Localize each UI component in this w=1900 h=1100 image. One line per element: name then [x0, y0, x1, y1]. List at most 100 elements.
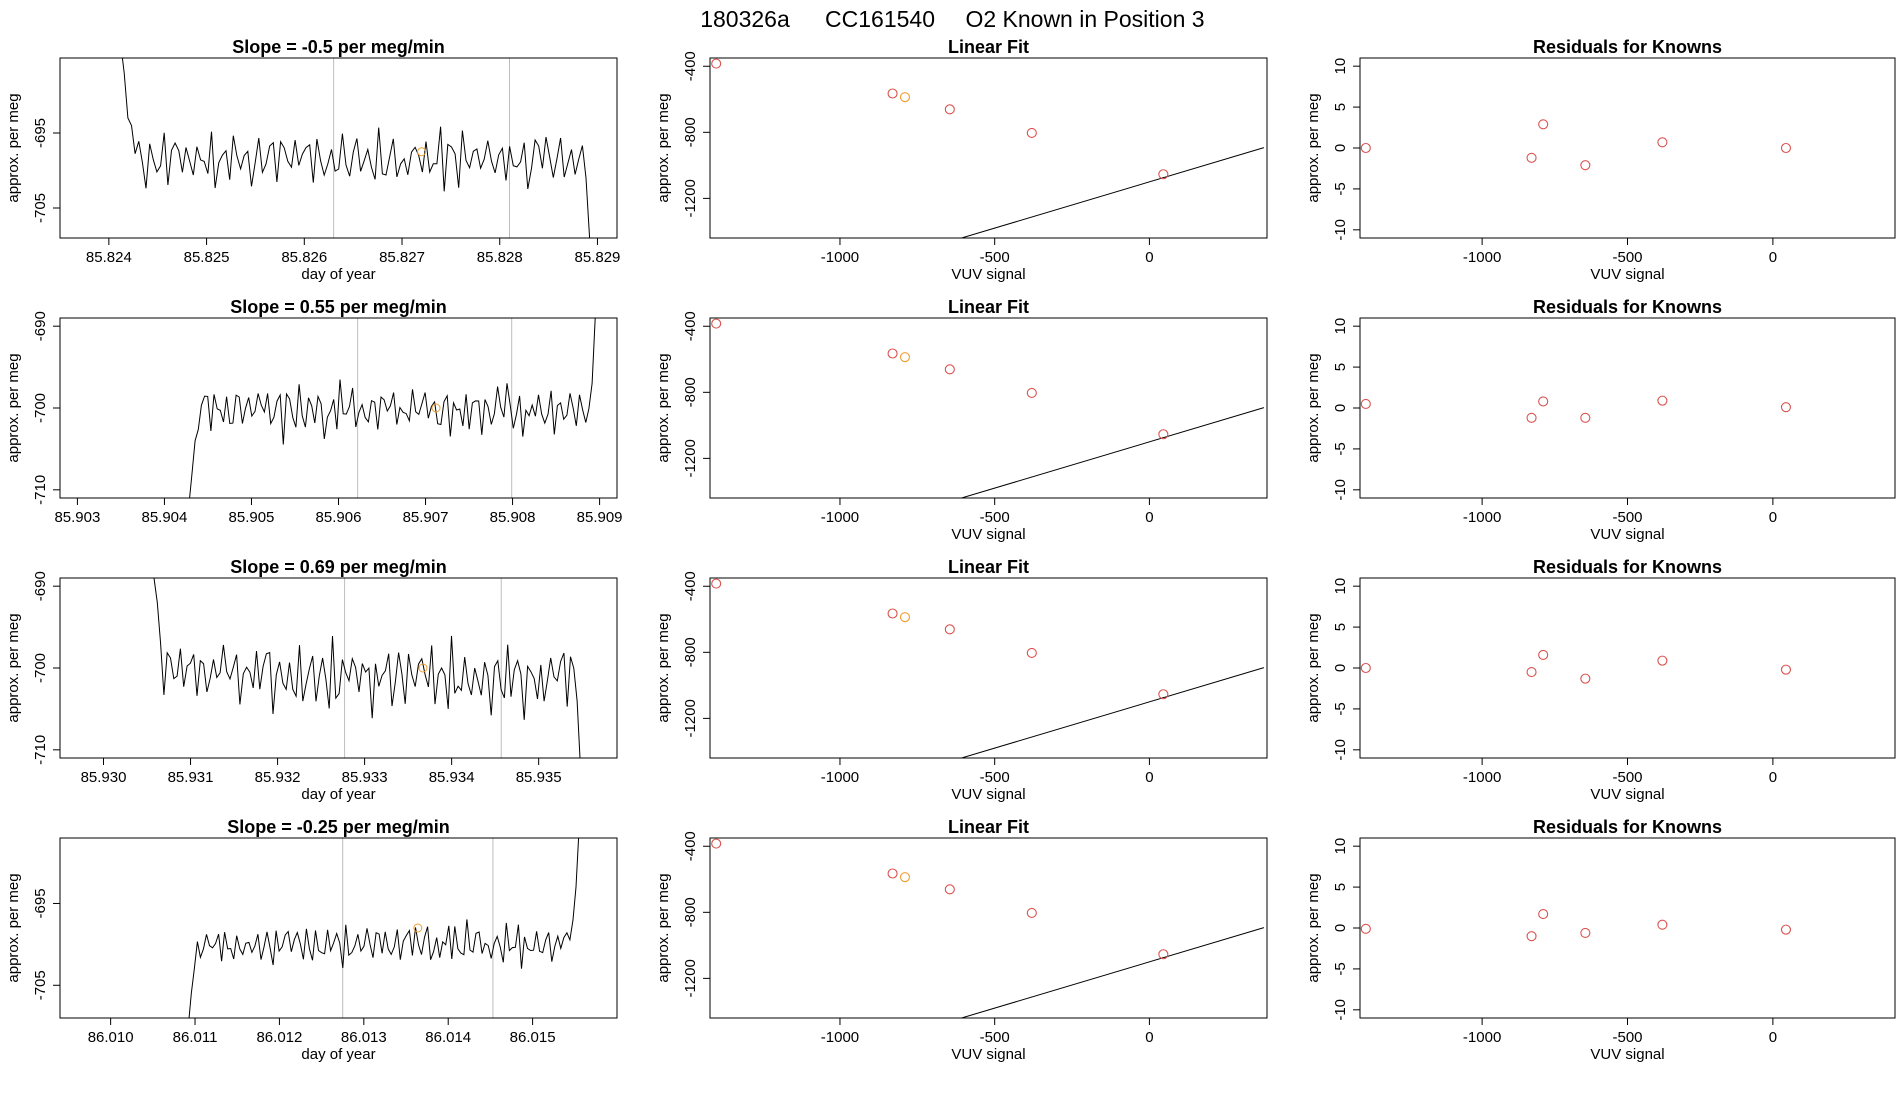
data-point: [1158, 169, 1169, 180]
panel-3-3: Residuals for Knowns -1000 -500 0 10 5 0 -5 -10 V…: [1305, 557, 1896, 803]
x-axis-label: day of year: [301, 786, 375, 803]
x-tick-label: -1000: [1463, 249, 1501, 266]
data-point: [1580, 160, 1591, 171]
plot-frame: [1359, 57, 1896, 239]
x-tick-label: 85.827: [379, 249, 425, 266]
x-tick-label: 85.829: [575, 249, 621, 266]
panel-4-3: Residuals for Knowns -1000 -500 0 10 5 0 -5 -10 V…: [1305, 817, 1896, 1063]
panel-3-1: Slope = 0.69 per meg/min 85.930 85.931 85.9…: [5, 557, 618, 803]
x-axis-label: VUV signal: [951, 786, 1025, 803]
plot-frame: [59, 837, 618, 1019]
data-point: [1657, 395, 1668, 406]
y-axis-label: approx. per meg: [5, 613, 22, 722]
data-point: [711, 838, 722, 849]
x-tick-label: 85.934: [429, 769, 475, 786]
y-tick-label: -1200: [682, 959, 699, 997]
x-tick-label: 86.015: [510, 1029, 556, 1046]
data-point: [1780, 142, 1792, 154]
y-tick-label: -800: [682, 377, 699, 407]
x-tick-label: 0: [1769, 509, 1777, 526]
data-point: [899, 92, 911, 103]
data-point: [1158, 949, 1169, 960]
panel-4-1: Slope = -0.25 per meg/min 86.010 86.011 86.…: [5, 817, 618, 1063]
y-tick-label: -10: [1332, 479, 1349, 501]
x-tick-label: 85.931: [168, 769, 214, 786]
x-tick-label: -500: [1612, 509, 1642, 526]
y-tick-label: -5: [1332, 182, 1349, 195]
y-axis-label: approx. per meg: [1305, 353, 1322, 462]
x-tick-label: 85.908: [490, 509, 536, 526]
panel-1-1: Slope = -0.5 per meg/min 85.824 85.825 85.8…: [5, 37, 620, 283]
plot-area: [1360, 119, 1792, 171]
x-tick-label: 86.012: [256, 1029, 302, 1046]
panel-title: Slope = -0.25 per meg/min: [227, 817, 450, 837]
data-point: [1538, 649, 1549, 660]
data-point: [1526, 152, 1537, 163]
panel-title: Linear Fit: [948, 297, 1029, 317]
x-tick-label: 86.014: [425, 1029, 471, 1046]
y-tick-label: -400: [682, 311, 699, 341]
data-point: [944, 104, 955, 115]
y-tick-label: -10: [1332, 219, 1349, 241]
plot-area: [121, 58, 591, 238]
x-tick-label: -500: [1612, 249, 1642, 266]
panel-3-2: Linear Fit -1000 -500 0 -400 -800 -1200 VUV sig…: [655, 557, 1268, 803]
x-tick-label: -1000: [1463, 769, 1501, 786]
y-tick-label: 5: [1332, 103, 1349, 111]
run-id: 180326a: [700, 6, 790, 32]
plot-area: [153, 578, 581, 758]
panel-title: Residuals for Knowns: [1533, 817, 1722, 837]
y-tick-label: 0: [1332, 924, 1349, 932]
y-tick-label: -690: [32, 571, 49, 601]
data-point: [944, 884, 955, 895]
y-tick-label: -10: [1332, 739, 1349, 761]
data-point: [1526, 931, 1537, 942]
x-tick-label: 0: [1769, 1029, 1777, 1046]
plot-frame: [709, 837, 1268, 1019]
plot-area: [188, 838, 580, 1018]
y-tick-label: -710: [32, 475, 49, 505]
x-tick-label: -1000: [1463, 1029, 1501, 1046]
plot-area: [711, 318, 1265, 498]
plot-frame: [1359, 577, 1896, 759]
signal-trace: [153, 578, 581, 758]
panel-2-2: Linear Fit -1000 -500 0 -400 -800 -1200 VUV sig…: [655, 297, 1268, 543]
data-point: [1538, 396, 1549, 407]
y-tick-label: 5: [1332, 883, 1349, 891]
y-tick-label: -800: [682, 117, 699, 147]
panel-title: Slope = -0.5 per meg/min: [232, 37, 445, 57]
y-tick-label: -5: [1332, 442, 1349, 455]
y-tick-label: -5: [1332, 962, 1349, 975]
panel-title: Linear Fit: [948, 37, 1029, 57]
x-tick-label: 85.935: [516, 769, 562, 786]
x-tick-label: 85.909: [577, 509, 623, 526]
plot-area: [1360, 649, 1792, 684]
data-point: [711, 578, 722, 589]
fit-line: [959, 667, 1265, 758]
plot-frame: [59, 577, 618, 759]
data-point: [1360, 923, 1371, 934]
data-point: [1657, 655, 1668, 666]
y-tick-label: -800: [682, 897, 699, 927]
x-tick-label: 85.907: [403, 509, 449, 526]
y-tick-label: 10: [1332, 578, 1349, 595]
y-axis-label: approx. per meg: [5, 873, 22, 982]
y-tick-label: -10: [1332, 999, 1349, 1021]
x-tick-label: 0: [1145, 249, 1153, 266]
panel-4-2: Linear Fit -1000 -500 0 -400 -800 -1200 VUV sig…: [655, 817, 1268, 1063]
x-axis-label: VUV signal: [951, 266, 1025, 283]
x-tick-label: 85.903: [54, 509, 100, 526]
x-tick-label: 85.826: [281, 249, 327, 266]
y-tick-label: -1200: [682, 439, 699, 477]
signal-trace: [188, 838, 580, 1018]
signal-trace: [189, 318, 596, 498]
panel-grid: Slope = -0.5 per meg/min 85.824 85.825 85.8…: [5, 37, 1896, 1063]
y-tick-label: -1200: [682, 179, 699, 217]
plot-area: [1360, 909, 1792, 942]
y-tick-label: -400: [682, 571, 699, 601]
cylinder-id: CC161540: [825, 6, 935, 32]
plot-area: [711, 58, 1265, 238]
y-tick-label: 5: [1332, 363, 1349, 371]
y-axis-label: approx. per meg: [1305, 93, 1322, 202]
x-tick-label: 86.011: [173, 1029, 218, 1046]
